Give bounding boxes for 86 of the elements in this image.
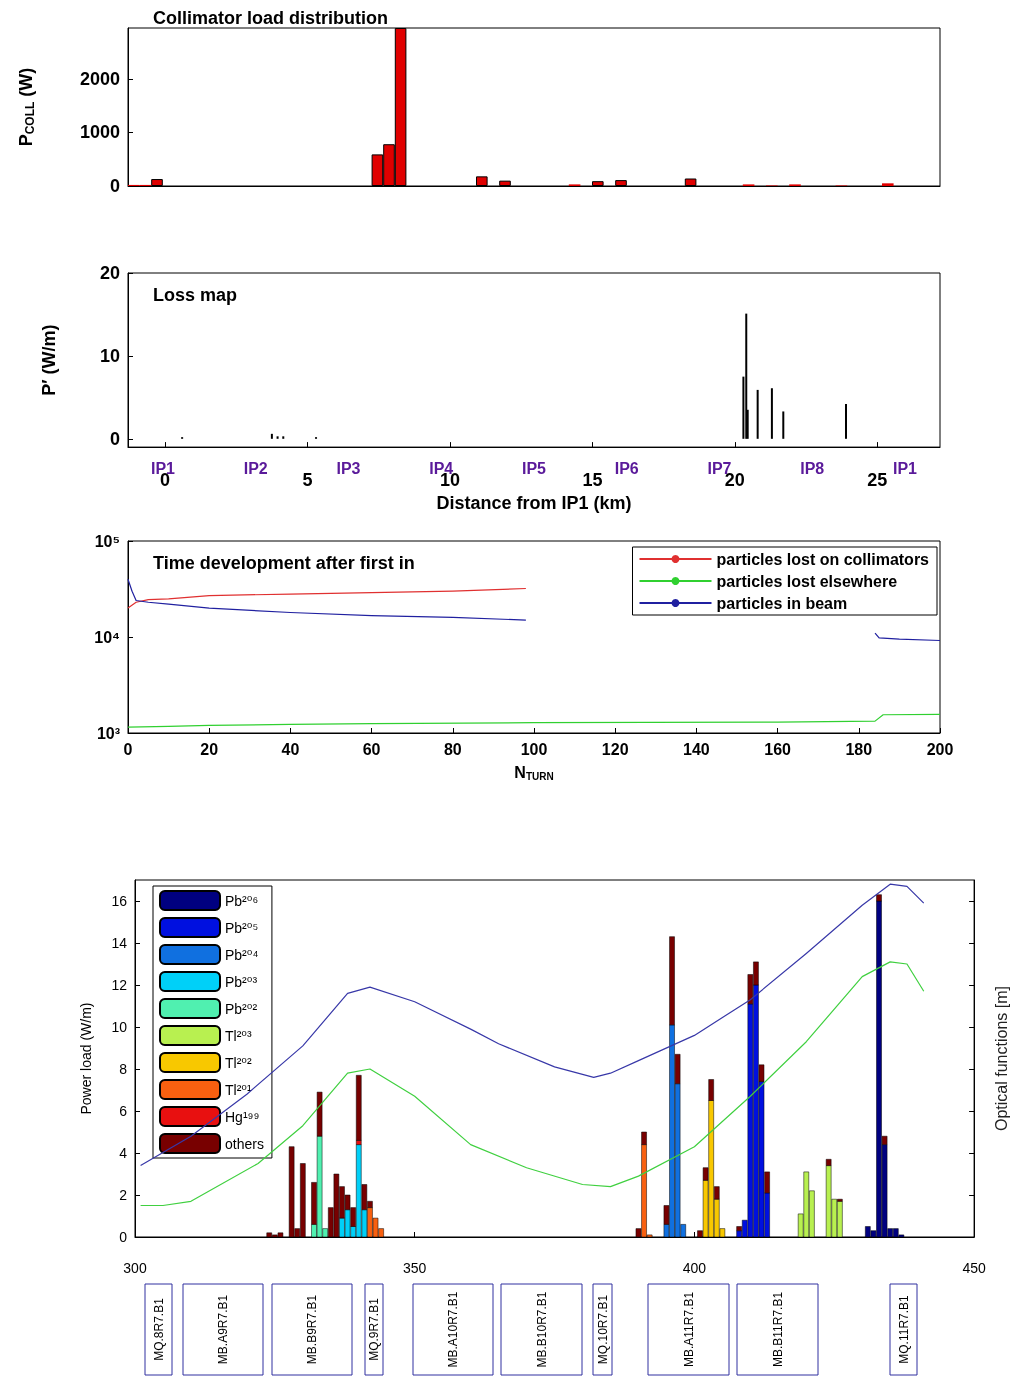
x-tick-label: 20 xyxy=(200,740,219,758)
x-tick-label: 300 xyxy=(123,1260,147,1276)
bar xyxy=(756,389,759,439)
legend-label: particles in beam xyxy=(716,594,848,612)
y-tick-label: 10³ xyxy=(96,724,120,742)
bar xyxy=(782,411,785,439)
text: MQ.8R7.B1 xyxy=(151,1297,166,1361)
y-tick-label: 0 xyxy=(119,1229,128,1245)
legend-label: Pb²⁰⁵ xyxy=(225,919,259,936)
text: Time development after first in xyxy=(153,553,415,573)
y-axis-title: PCOLL (W) xyxy=(15,67,37,147)
text: MQ.9R7.B1 xyxy=(367,1297,381,1361)
legend-label: particles lost elsewhere xyxy=(716,572,898,590)
text: MB.B10R7.B1 xyxy=(534,1291,549,1368)
y-tick-label: 1000 xyxy=(79,122,120,143)
x-tick-label: 60 xyxy=(362,740,381,758)
bar xyxy=(356,1075,362,1141)
legend-label: Pb²⁰³ xyxy=(225,973,258,990)
bar xyxy=(276,436,279,439)
y-axis-title: P′ (W/m) xyxy=(39,324,59,396)
line-series xyxy=(139,961,925,1207)
bar xyxy=(882,183,894,186)
y-axis-title: Power load (W/m) xyxy=(78,1002,94,1115)
x-tick-label: 200 xyxy=(926,740,954,758)
chart-title: Collimator load distribution xyxy=(153,8,388,28)
legend-label: Pb²⁰⁴ xyxy=(225,946,259,963)
text: IP1 xyxy=(892,459,918,477)
legend-label: Pb²⁰² xyxy=(225,1000,258,1017)
y-tick-label: 2000 xyxy=(79,68,120,89)
x-tick-label: 25 xyxy=(867,470,888,491)
legend-label: Tl²⁰³ xyxy=(225,1027,252,1044)
y-tick-label: 10⁵ xyxy=(94,532,120,550)
y-tick-label: 4 xyxy=(119,1145,128,1161)
x-tick-label: 140 xyxy=(683,740,710,758)
text: Loss map xyxy=(153,285,238,305)
x-tick-label: 40 xyxy=(281,740,300,758)
legend-label: Pb²⁰⁶ xyxy=(225,892,259,909)
text: MB.A10R7.B1 xyxy=(446,1291,460,1368)
x-tick-label: 450 xyxy=(962,1260,986,1276)
text: MB.A9R7.B1 xyxy=(216,1294,230,1365)
y-tick-label: 20 xyxy=(99,263,120,283)
text: IP3 xyxy=(336,459,361,477)
legend-label: Tl²⁰¹ xyxy=(225,1081,252,1098)
bar xyxy=(770,388,773,439)
line-series xyxy=(139,883,925,1167)
y-tick-label: 14 xyxy=(111,935,128,951)
x-tick-label: 120 xyxy=(601,740,629,758)
x-tick-label: 400 xyxy=(682,1260,707,1276)
text: MQ.11R7.B1 xyxy=(896,1294,911,1364)
x-tick-label: 80 xyxy=(443,740,462,758)
text: IP2 xyxy=(243,459,268,477)
bar xyxy=(844,403,847,439)
y-tick-label: 0 xyxy=(109,176,120,196)
line-series xyxy=(127,587,527,609)
bar xyxy=(282,436,285,439)
text: MQ.10R7.B1 xyxy=(595,1294,610,1365)
y-tick-label: 2 xyxy=(119,1187,128,1203)
y-tick-label: 16 xyxy=(111,893,128,909)
y-tick-label: 10 xyxy=(99,345,120,366)
legend-label: particles lost on collimators xyxy=(716,550,930,568)
x-tick-label: 5 xyxy=(302,470,313,491)
line-series xyxy=(127,713,941,728)
y-tick-label: 6 xyxy=(119,1103,128,1119)
bar xyxy=(270,433,273,439)
text: MB.B11R7.B1 xyxy=(770,1291,785,1368)
x-tick-label: 15 xyxy=(582,470,603,491)
x-tick-label: 180 xyxy=(845,740,873,758)
y2-axis-title: Optical functions [m] xyxy=(992,986,1010,1131)
legend-label: Hg¹⁹⁹ xyxy=(225,1108,260,1125)
text: IP5 xyxy=(521,459,547,477)
x-tick-label: 350 xyxy=(403,1260,427,1276)
text: MB.B9R7.B1 xyxy=(305,1294,319,1365)
legend-label: others xyxy=(225,1135,264,1152)
y-tick-label: 0 xyxy=(109,428,120,449)
text: IP6 xyxy=(614,459,639,477)
y-tick-label: 8 xyxy=(119,1061,128,1077)
x-axis-title: Distance from IP1 (km) xyxy=(436,493,632,513)
bar xyxy=(745,313,748,439)
text: IP8 xyxy=(800,459,825,477)
y-tick-label: 10⁴ xyxy=(94,628,121,646)
x-tick-label: 100 xyxy=(520,740,548,758)
text: MB.A11R7.B1 xyxy=(681,1291,696,1368)
y-tick-label: 10 xyxy=(111,1019,128,1035)
y-tick-label: 12 xyxy=(111,977,128,993)
x-tick-label: 160 xyxy=(764,740,792,758)
legend-label: Tl²⁰² xyxy=(225,1054,252,1071)
